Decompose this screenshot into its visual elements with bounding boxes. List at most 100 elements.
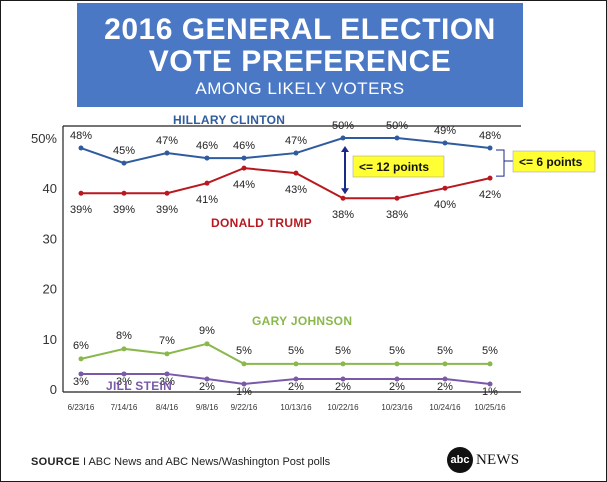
data-point — [293, 361, 299, 367]
series-name-label: HILLARY CLINTON — [173, 113, 285, 127]
data-point — [78, 356, 84, 362]
data-point — [78, 190, 84, 196]
data-point — [78, 371, 84, 377]
data-label: 5% — [236, 345, 252, 357]
y-tick-label: 0 — [50, 382, 57, 397]
annotation-box — [512, 150, 596, 173]
annotation-text: <= 6 points — [519, 155, 583, 169]
series-line — [81, 167, 491, 200]
data-point — [487, 145, 493, 151]
data-label: 2% — [389, 381, 405, 393]
data-point — [442, 140, 448, 146]
line-chart: 0 10 20 30 40 50% 6/23/16 7/14/16 8/4/16 9/8/16 9/… — [31, 113, 596, 412]
source-label: SOURCE — [31, 456, 80, 468]
data-point — [487, 381, 493, 387]
data-label: 39% — [156, 204, 178, 216]
y-tick-label: 40 — [43, 181, 57, 196]
data-label: 48% — [479, 130, 501, 142]
chart-axes: 0 10 20 30 40 50% 6/23/16 7/14/16 8/4/16 9/8/16 9/… — [31, 125, 521, 412]
annotations-layer: <= 12 points <= 6 points — [341, 146, 596, 195]
data-label: 3% — [116, 376, 132, 388]
data-label: 7% — [159, 335, 175, 347]
data-label: 49% — [434, 125, 456, 137]
data-point — [394, 376, 400, 382]
data-point — [442, 185, 448, 191]
data-point — [394, 195, 400, 201]
data-label: 44% — [233, 179, 255, 191]
x-tick-label: 10/24/16 — [429, 403, 461, 412]
data-point — [164, 190, 170, 196]
title-banner: 2016 GENERAL ELECTION VOTE PREFERENCE AM… — [77, 3, 523, 107]
data-point — [164, 351, 170, 357]
source-note: SOURCE I ABC News and ABC News/Washingto… — [31, 456, 330, 468]
data-label: 48% — [70, 130, 92, 142]
data-label: 5% — [437, 345, 453, 357]
data-label: 6% — [73, 340, 89, 352]
data-label: 47% — [285, 135, 307, 147]
data-label: 39% — [113, 204, 135, 216]
data-point — [241, 165, 247, 171]
data-point — [293, 150, 299, 156]
source-text: ABC News and ABC News/Washington Post po… — [88, 456, 331, 468]
abc-logo-text: NEWS — [476, 452, 520, 468]
data-point — [340, 376, 346, 382]
data-point — [121, 346, 127, 352]
data-point — [394, 361, 400, 367]
data-label: 8% — [116, 330, 132, 342]
data-labels-layer: 48% 45% 47% 46% 46% 47% 50% 50% 49% 48% 39% 39% 39% 4… — [70, 113, 501, 398]
data-label: 2% — [437, 381, 453, 393]
series-layer — [78, 135, 493, 387]
x-tick-label: 10/23/16 — [381, 403, 413, 412]
gap-bracket — [496, 149, 505, 177]
series-name-label: GARY JOHNSON — [252, 314, 352, 328]
data-label: 50% — [386, 120, 408, 132]
data-label: 5% — [288, 345, 304, 357]
data-point — [78, 145, 84, 151]
chart-title-line2: VOTE PREFERENCE — [148, 45, 452, 78]
x-tick-label: 7/14/16 — [111, 403, 138, 412]
series-name-label: DONALD TRUMP — [211, 216, 312, 230]
data-label: 2% — [335, 381, 351, 393]
data-label: 50% — [332, 120, 354, 132]
data-point — [241, 155, 247, 161]
data-label: 41% — [196, 194, 218, 206]
chart-title-line1: 2016 GENERAL ELECTION — [104, 13, 496, 46]
data-label: 5% — [335, 345, 351, 357]
data-point — [241, 381, 247, 387]
data-point — [241, 361, 247, 367]
data-point — [340, 361, 346, 367]
x-tick-label: 8/4/16 — [156, 403, 179, 412]
data-label: 39% — [70, 204, 92, 216]
data-label: 1% — [482, 386, 498, 398]
data-label: 2% — [199, 381, 215, 393]
data-label: 5% — [482, 345, 498, 357]
data-label: 42% — [479, 189, 501, 201]
data-point — [121, 160, 127, 166]
y-tick-label: 50% — [31, 131, 57, 146]
data-point — [204, 155, 210, 161]
annotation-text: <= 12 points — [359, 160, 429, 174]
data-point — [293, 376, 299, 382]
data-label: 45% — [113, 145, 135, 157]
y-tick-label: 10 — [43, 332, 57, 347]
y-tick-label: 30 — [43, 231, 57, 246]
data-point — [204, 180, 210, 186]
data-point — [487, 361, 493, 367]
data-point — [340, 135, 346, 141]
data-point — [121, 190, 127, 196]
data-label: 2% — [288, 381, 304, 393]
data-label: 3% — [159, 376, 175, 388]
data-point — [121, 371, 127, 377]
data-label: 47% — [156, 135, 178, 147]
data-label: 5% — [389, 345, 405, 357]
data-label: 38% — [386, 209, 408, 221]
series-line — [81, 372, 491, 385]
x-tick-label: 9/22/16 — [231, 403, 258, 412]
data-point — [293, 170, 299, 176]
data-point — [442, 376, 448, 382]
abc-logo-icon: abc — [447, 447, 473, 473]
series-line — [80, 137, 491, 165]
data-label: 46% — [196, 140, 218, 152]
annotation-box — [352, 155, 445, 178]
data-point — [442, 361, 448, 367]
